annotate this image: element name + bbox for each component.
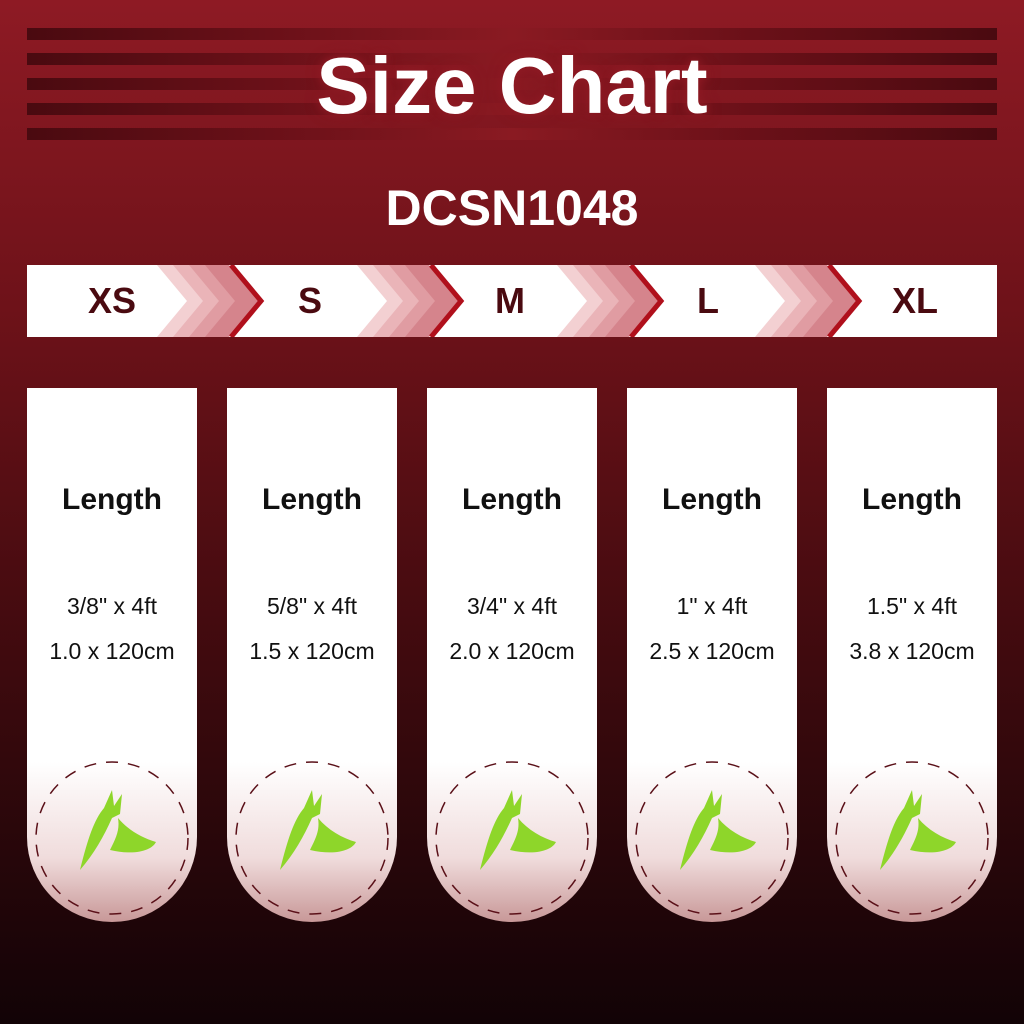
page-title: Size Chart [316, 41, 708, 130]
decor-stripe [27, 53, 997, 65]
chevron-right-icon [189, 265, 243, 337]
length-label: Length [862, 483, 962, 516]
chevron-right-icon [755, 265, 809, 337]
chevron-separators [157, 265, 863, 337]
length-inches: 5/8" x 4ft [267, 593, 357, 619]
chevron-right-icon [605, 265, 659, 337]
dog-logo-icon [835, 761, 989, 915]
length-cm: 2.0 x 120cm [449, 638, 575, 664]
size-card-xs: Length 3/8" x 4ft 1.0 x 120cm [27, 388, 197, 922]
length-label: Length [62, 483, 162, 516]
length-cm: 1.0 x 120cm [49, 638, 175, 664]
size-card-xl: Length 1.5" x 4ft 3.8 x 120cm [827, 388, 997, 922]
chevron-right-icon [173, 265, 227, 337]
chevron-right-icon [803, 265, 857, 337]
length-inches: 1.5" x 4ft [867, 593, 957, 619]
size-s: S [297, 280, 322, 321]
dog-logo-icon [435, 761, 589, 915]
chevron-right-icon [229, 265, 265, 337]
chevron-right-icon [827, 265, 863, 337]
length-cm: 2.5 x 120cm [649, 638, 775, 664]
chevron-right-icon [405, 265, 459, 337]
dog-logo-icon [35, 761, 189, 915]
length-label: Length [462, 483, 562, 516]
decor-stripe [27, 103, 997, 115]
chevron-right-icon [389, 265, 443, 337]
chevron-right-icon [771, 265, 825, 337]
size-card-s: Length 5/8" x 4ft 1.5 x 120cm [227, 388, 397, 922]
size-l: L [697, 280, 719, 321]
size-bar: XS S M L XL [27, 265, 997, 337]
size-m: M [495, 280, 525, 321]
length-label: Length [662, 483, 762, 516]
chevron-right-icon [629, 265, 665, 337]
length-inches: 3/8" x 4ft [67, 593, 157, 619]
product-code: DCSN1048 [385, 180, 639, 236]
chevron-right-icon [373, 265, 427, 337]
length-cm: 1.5 x 120cm [249, 638, 375, 664]
decor-stripe [27, 78, 997, 90]
length-inches: 1" x 4ft [676, 593, 748, 619]
chevron-right-icon [429, 265, 465, 337]
chevron-right-icon [557, 265, 611, 337]
chevron-right-icon [573, 265, 627, 337]
chevron-right-icon [357, 265, 411, 337]
decor-stripe [27, 28, 997, 40]
size-card-l: Length 1" x 4ft 2.5 x 120cm [627, 388, 797, 922]
decor-stripe [27, 128, 997, 140]
length-cm: 3.8 x 120cm [849, 638, 975, 664]
dog-logo-icon [235, 761, 389, 915]
chevron-right-icon [787, 265, 841, 337]
size-xs: XS [87, 280, 137, 321]
size-xl: XL [891, 280, 938, 321]
chevron-right-icon [205, 265, 259, 337]
size-card-m: Length 3/4" x 4ft 2.0 x 120cm [427, 388, 597, 922]
dog-logo-icon [635, 761, 789, 915]
length-label: Length [262, 483, 362, 516]
chevron-right-icon [589, 265, 643, 337]
length-inches: 3/4" x 4ft [467, 593, 557, 619]
chevron-right-icon [157, 265, 211, 337]
